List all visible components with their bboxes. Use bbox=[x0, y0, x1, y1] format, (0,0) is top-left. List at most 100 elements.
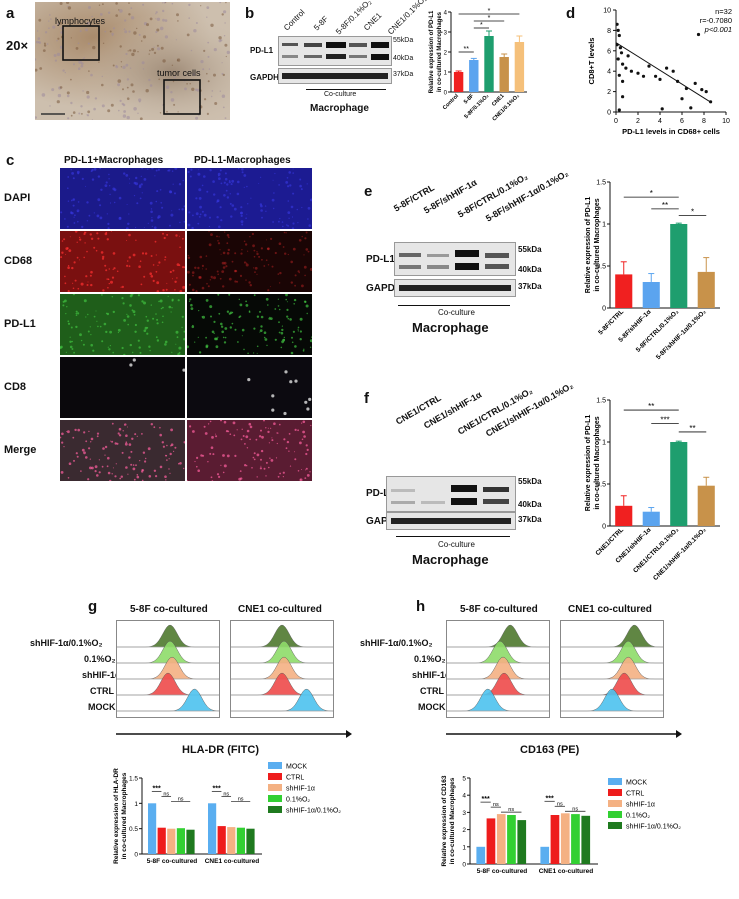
if-dot bbox=[68, 462, 72, 465]
if-dot bbox=[159, 189, 162, 191]
if-dot bbox=[121, 297, 124, 300]
ihc-cell bbox=[138, 33, 141, 36]
data-point bbox=[693, 81, 697, 85]
if-dot bbox=[94, 465, 98, 469]
if-dot bbox=[196, 465, 198, 468]
if-dot bbox=[107, 346, 109, 348]
if-dot bbox=[105, 269, 108, 272]
if-dot bbox=[278, 282, 281, 284]
if-dot bbox=[245, 435, 249, 439]
g-condition-label: 0.1%O₂ bbox=[84, 654, 116, 664]
if-dot bbox=[297, 222, 299, 224]
if-dot bbox=[258, 435, 262, 438]
ihc-cell bbox=[57, 23, 60, 26]
if-dot bbox=[292, 192, 295, 195]
ihc-cell bbox=[155, 18, 157, 20]
if-dot bbox=[200, 454, 203, 457]
if-dot bbox=[73, 216, 75, 218]
if-dot bbox=[96, 435, 99, 438]
if-dot bbox=[260, 429, 262, 432]
if-dot bbox=[260, 449, 264, 453]
if-dot bbox=[209, 279, 212, 281]
y-tick-label: 0 bbox=[444, 91, 448, 97]
if-dot bbox=[304, 400, 308, 404]
bar bbox=[697, 271, 715, 308]
y-tick-label: 4 bbox=[462, 793, 466, 800]
if-dot bbox=[292, 330, 295, 333]
if-dot bbox=[204, 432, 208, 435]
if-dot bbox=[220, 325, 224, 328]
y-tick-label: 10 bbox=[603, 8, 611, 15]
histogram-curve bbox=[561, 688, 663, 712]
if-dot bbox=[245, 262, 248, 264]
if-dot bbox=[241, 249, 243, 251]
if-dot bbox=[85, 440, 88, 443]
if-dot bbox=[216, 270, 219, 273]
if-dot bbox=[125, 231, 127, 232]
if-dot bbox=[224, 231, 226, 233]
ihc-cell bbox=[184, 87, 187, 91]
if-dot bbox=[101, 465, 104, 468]
if-dot bbox=[251, 232, 254, 236]
bar bbox=[246, 828, 255, 854]
if-image-pd-l1-negative bbox=[187, 294, 312, 355]
if-dot bbox=[61, 251, 64, 254]
if-dot bbox=[205, 299, 209, 302]
if-dot bbox=[127, 473, 129, 475]
ihc-cell bbox=[173, 103, 176, 106]
if-dot bbox=[116, 270, 119, 273]
g-histogram-5-8f bbox=[116, 620, 220, 718]
if-dot bbox=[104, 454, 106, 456]
ihc-cell bbox=[171, 2, 174, 5]
if-dot bbox=[155, 169, 158, 172]
if-dot bbox=[238, 168, 240, 170]
if-dot bbox=[226, 183, 229, 186]
if-dot bbox=[263, 467, 266, 470]
if-dot bbox=[147, 168, 149, 170]
if-dot bbox=[157, 215, 161, 219]
if-dot bbox=[177, 299, 180, 302]
if-dot bbox=[159, 299, 163, 303]
if-dot bbox=[150, 219, 154, 222]
if-dot bbox=[301, 206, 303, 209]
if-dot bbox=[248, 281, 251, 284]
if-dot bbox=[115, 463, 117, 465]
if-dot bbox=[141, 470, 144, 473]
if-dot bbox=[86, 250, 88, 253]
if-dot bbox=[294, 458, 297, 461]
if-dot bbox=[263, 265, 266, 267]
if-dot bbox=[210, 476, 213, 479]
if-dot bbox=[218, 312, 221, 315]
if-dot bbox=[263, 336, 266, 339]
if-dot bbox=[279, 472, 281, 475]
if-dot bbox=[213, 276, 216, 280]
if-dot bbox=[97, 237, 100, 240]
if-dot bbox=[104, 445, 108, 449]
ihc-cell bbox=[162, 2, 164, 4]
if-dot bbox=[272, 179, 274, 181]
ihc-cell bbox=[208, 68, 211, 70]
if-dot bbox=[148, 475, 152, 478]
if-dot bbox=[199, 205, 202, 209]
if-dot bbox=[306, 312, 308, 315]
panel-label-b: b bbox=[245, 5, 255, 22]
significance-label: ** bbox=[662, 201, 668, 210]
if-dot bbox=[208, 225, 210, 228]
if-dot bbox=[134, 433, 137, 436]
if-dot bbox=[93, 246, 96, 249]
if-dot bbox=[169, 452, 172, 456]
if-dot bbox=[151, 217, 153, 219]
if-dot bbox=[310, 424, 312, 427]
e-size-label: 55kDa bbox=[518, 245, 542, 254]
ihc-cell bbox=[77, 67, 81, 70]
if-dot bbox=[149, 201, 153, 205]
if-dot bbox=[282, 338, 285, 342]
if-dot bbox=[168, 458, 170, 460]
b-blot-gapdh bbox=[278, 68, 392, 84]
if-dot bbox=[218, 177, 221, 180]
if-dot bbox=[128, 265, 131, 268]
if-dot bbox=[205, 255, 208, 257]
if-dot bbox=[104, 184, 108, 187]
if-dot bbox=[205, 345, 209, 349]
if-dot bbox=[211, 436, 214, 439]
